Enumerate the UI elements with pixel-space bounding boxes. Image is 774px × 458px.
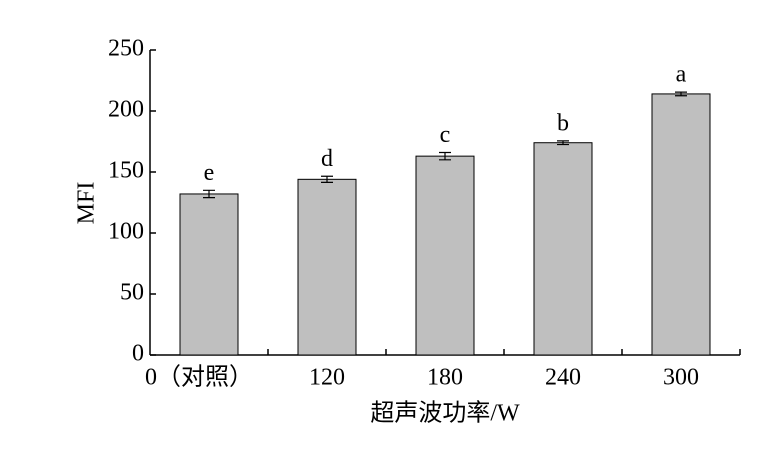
x-tick-label: 240 [545, 365, 581, 391]
bar [415, 155, 475, 356]
y-tick-label: 50 [120, 280, 144, 306]
error-bar [321, 175, 333, 183]
y-tick-label: 150 [108, 158, 144, 184]
x-axis-title: 超声波功率/W [370, 400, 520, 427]
significance-letter: a [676, 62, 687, 88]
x-tick-label: 300 [663, 365, 699, 391]
error-bar [439, 151, 451, 161]
y-tick-label: 250 [108, 36, 144, 62]
x-tick-label: 120 [309, 365, 345, 391]
error-bar [557, 140, 569, 146]
bar [651, 93, 711, 356]
y-tick-label: 0 [132, 341, 144, 367]
significance-letter: e [204, 160, 215, 186]
y-tick-label: 200 [108, 97, 144, 123]
bar [297, 178, 357, 356]
x-tick-label: 180 [427, 365, 463, 391]
significance-letter: d [321, 146, 333, 172]
significance-letter: c [440, 122, 451, 148]
y-axis-title: MFI [74, 182, 100, 225]
x-tick-label: 0（对照） [145, 364, 253, 391]
bar [179, 193, 239, 356]
y-tick-label: 100 [108, 219, 144, 245]
error-bar [203, 189, 215, 199]
bar [533, 142, 593, 356]
significance-letter: b [557, 110, 569, 136]
error-bar [675, 91, 687, 97]
